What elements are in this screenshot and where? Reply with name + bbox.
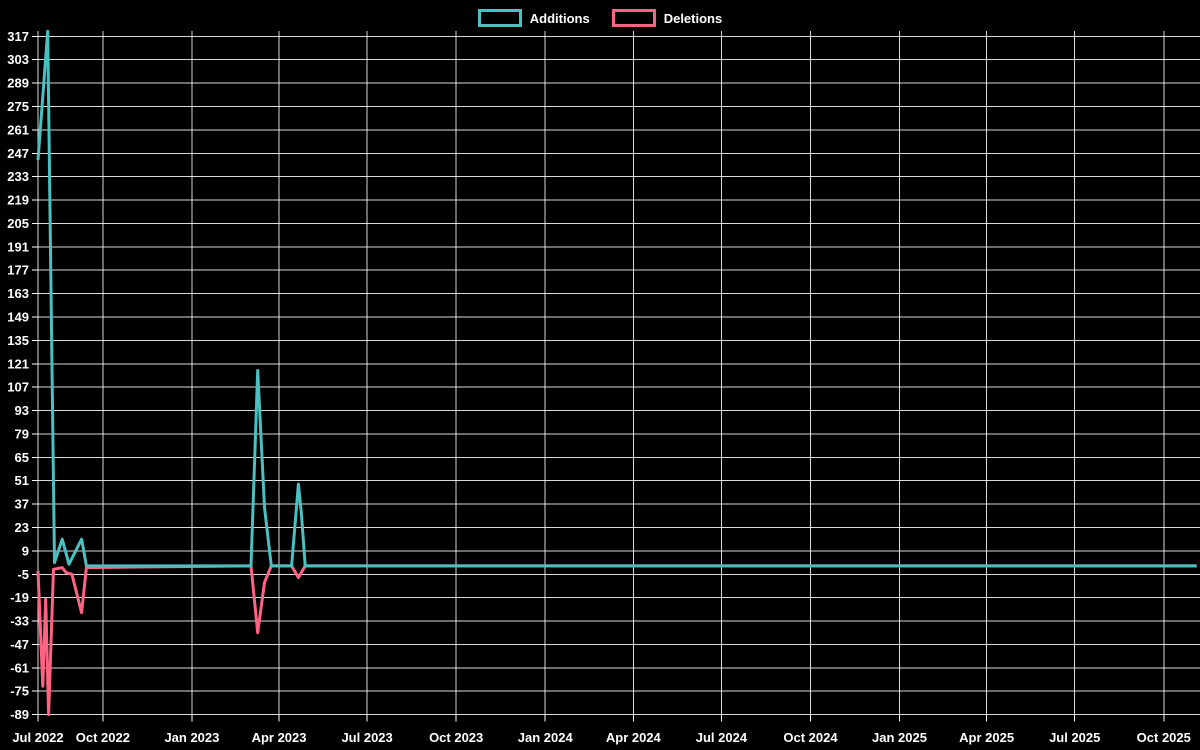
y-tick-label: 93 xyxy=(15,403,29,418)
x-tick-label: Oct 2024 xyxy=(783,730,838,745)
y-tick-label: 205 xyxy=(7,216,29,231)
y-tick-label: 163 xyxy=(7,286,29,301)
legend-swatch-additions-icon xyxy=(477,9,522,27)
y-tick-label: 233 xyxy=(7,169,29,184)
x-tick-label: Jul 2024 xyxy=(696,730,748,745)
y-tick-label: 121 xyxy=(7,356,29,371)
series-line-deletions xyxy=(36,564,1197,717)
x-tick-label: Jan 2024 xyxy=(518,730,574,745)
series-line-additions xyxy=(36,29,1197,568)
y-axis-labels: 317 303 289 275 261 247 233 219 205 191 177 163 149 1… xyxy=(7,29,29,722)
y-tick-label: 79 xyxy=(15,426,29,441)
grid xyxy=(32,31,1200,722)
x-tick-label: Apr 2023 xyxy=(252,730,307,745)
chart-legend: Additions Deletions xyxy=(0,6,1200,30)
x-tick-label: Apr 2024 xyxy=(606,730,662,745)
y-tick-label: 9 xyxy=(22,543,29,558)
y-tick-label: 135 xyxy=(7,333,29,348)
x-tick-label: Apr 2025 xyxy=(959,730,1014,745)
legend-label-additions: Additions xyxy=(529,10,590,26)
y-tick-label: 23 xyxy=(15,520,29,535)
x-tick-label: Jan 2025 xyxy=(872,730,927,745)
y-tick-label: -19 xyxy=(10,590,29,605)
legend-item-deletions[interactable]: Deletions xyxy=(611,9,723,27)
y-tick-label: 51 xyxy=(15,473,29,488)
legend-item-additions[interactable]: Additions xyxy=(477,9,590,27)
legend-label-deletions: Deletions xyxy=(663,10,723,26)
y-tick-label: 289 xyxy=(7,76,29,91)
y-tick-label: 149 xyxy=(7,310,29,325)
y-tick-label: 191 xyxy=(7,239,29,254)
x-tick-label: Oct 2022 xyxy=(76,730,130,745)
x-axis-labels: Jul 2022 Oct 2022 Jan 2023 Apr 2023 Jul 2023… xyxy=(12,730,1191,745)
legend-swatch-deletions-icon xyxy=(611,9,656,27)
y-tick-label: 177 xyxy=(7,263,29,278)
y-tick-label: 107 xyxy=(7,380,29,395)
y-tick-label: 247 xyxy=(7,146,29,161)
x-tick-label: Oct 2025 xyxy=(1137,730,1191,745)
y-tick-label: 65 xyxy=(15,450,29,465)
x-tick-label: Jan 2023 xyxy=(164,730,219,745)
y-tick-label: -61 xyxy=(10,660,29,675)
y-tick-label: 261 xyxy=(7,122,29,137)
x-tick-label: Jul 2025 xyxy=(1049,730,1100,745)
y-tick-label: 317 xyxy=(7,29,29,44)
x-tick-label: Jul 2023 xyxy=(341,730,392,745)
y-tick-label: -75 xyxy=(10,684,29,699)
x-tick-label: Oct 2023 xyxy=(429,730,483,745)
y-tick-label: 37 xyxy=(15,497,29,512)
y-tick-label: -89 xyxy=(10,707,29,722)
y-tick-label: -5 xyxy=(17,567,29,582)
y-tick-label: 303 xyxy=(7,52,29,67)
y-tick-label: -33 xyxy=(10,614,29,629)
y-tick-label: -47 xyxy=(10,637,29,652)
y-tick-label: 219 xyxy=(7,193,29,208)
y-tick-label: 275 xyxy=(7,99,29,114)
x-tick-label: Jul 2022 xyxy=(12,730,63,745)
